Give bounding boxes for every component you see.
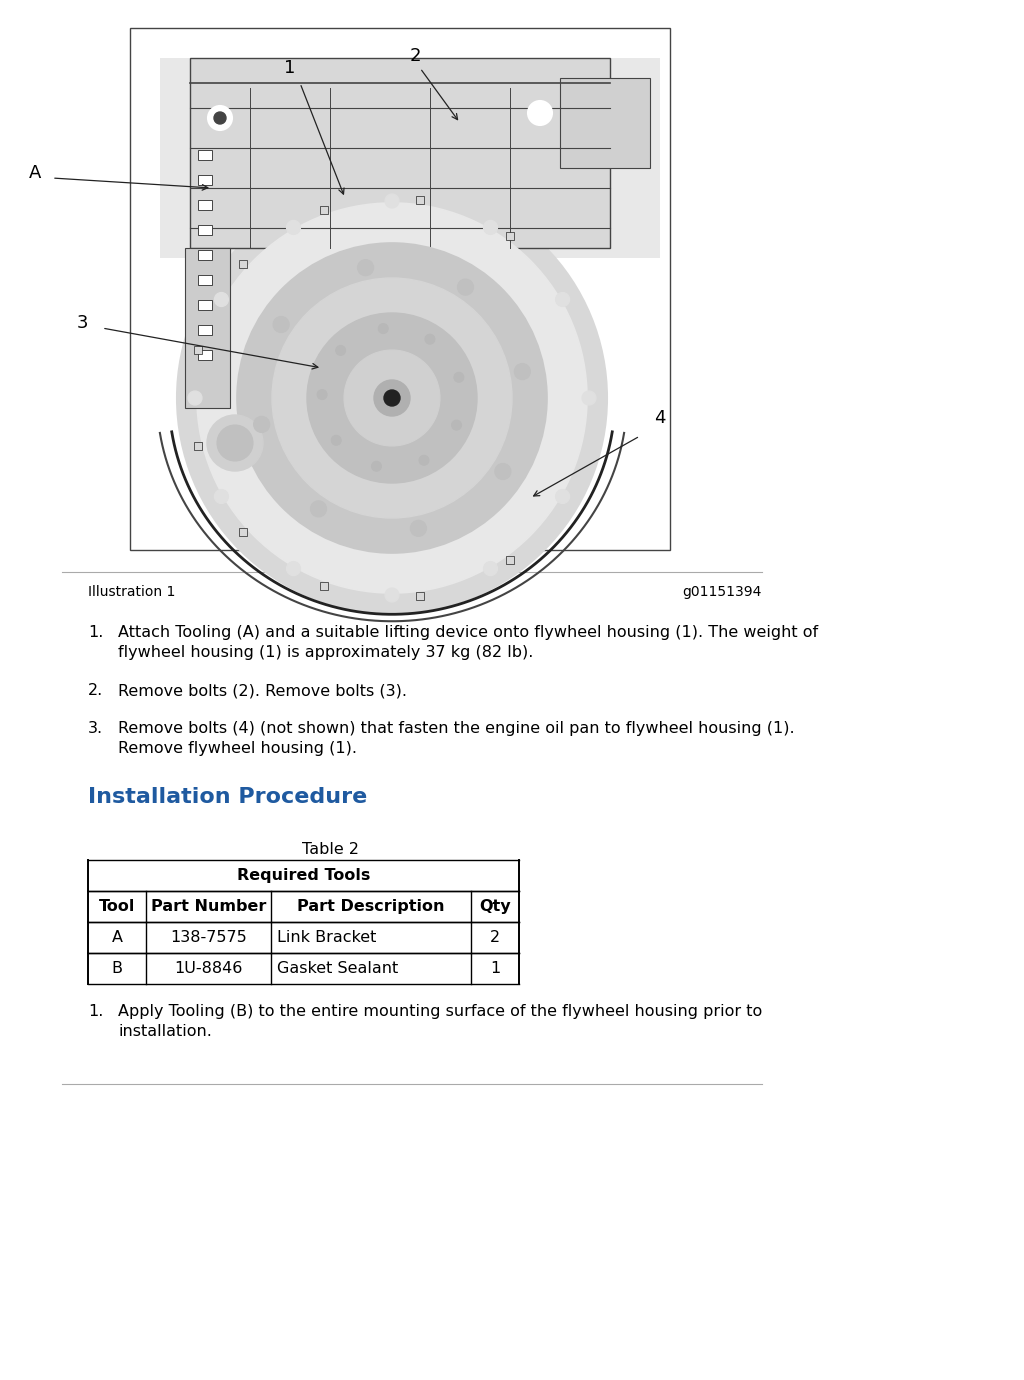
Circle shape — [378, 323, 388, 334]
Text: Apply Tooling (B) to the entire mounting surface of the flywheel housing prior t: Apply Tooling (B) to the entire mounting… — [118, 1005, 762, 1018]
Bar — [198, 150, 212, 160]
Circle shape — [357, 259, 374, 276]
Text: Remove bolts (2). Remove bolts (3).: Remove bolts (2). Remove bolts (3). — [118, 683, 407, 698]
Text: Part Number: Part Number — [151, 898, 266, 914]
Circle shape — [372, 461, 382, 471]
Bar — [416, 592, 424, 600]
Bar — [319, 582, 328, 589]
Text: 2: 2 — [410, 47, 421, 65]
Circle shape — [582, 391, 596, 404]
Circle shape — [483, 221, 498, 235]
Circle shape — [177, 184, 607, 613]
Circle shape — [208, 106, 232, 130]
Circle shape — [556, 490, 569, 504]
Circle shape — [207, 415, 263, 471]
Bar — [319, 206, 328, 214]
Text: Illustration 1: Illustration 1 — [88, 585, 175, 599]
Circle shape — [254, 417, 269, 432]
Text: Remove bolts (4) (not shown) that fasten the engine oil pan to flywheel housing : Remove bolts (4) (not shown) that fasten… — [118, 720, 795, 736]
Circle shape — [419, 455, 429, 465]
Bar — [506, 556, 514, 564]
Circle shape — [336, 345, 346, 356]
Circle shape — [214, 293, 228, 306]
Bar — [416, 196, 424, 204]
Circle shape — [425, 334, 435, 344]
Bar — [198, 326, 212, 335]
Circle shape — [556, 293, 569, 306]
Text: 1.: 1. — [88, 1005, 103, 1018]
Text: Gasket Sealant: Gasket Sealant — [278, 960, 398, 976]
Text: g01151394: g01151394 — [683, 585, 762, 599]
Circle shape — [454, 373, 464, 382]
Text: 3: 3 — [76, 315, 88, 333]
Text: Installation Procedure: Installation Procedure — [88, 787, 368, 807]
Text: A: A — [29, 164, 41, 182]
Text: Qty: Qty — [479, 898, 511, 914]
Circle shape — [214, 112, 226, 124]
Circle shape — [528, 101, 552, 126]
Text: 2.: 2. — [88, 683, 103, 698]
Bar — [130, 28, 670, 551]
Circle shape — [344, 351, 440, 446]
Text: 4: 4 — [654, 408, 666, 426]
Bar — [185, 248, 230, 408]
Circle shape — [317, 389, 327, 400]
Text: B: B — [112, 960, 123, 976]
Text: 1.: 1. — [88, 625, 103, 640]
Text: 138-7575: 138-7575 — [170, 930, 247, 945]
Bar — [560, 79, 650, 168]
Text: Table 2: Table 2 — [301, 842, 358, 857]
Text: 1U-8846: 1U-8846 — [174, 960, 243, 976]
Circle shape — [452, 420, 462, 431]
Circle shape — [217, 425, 253, 461]
Circle shape — [214, 490, 228, 504]
Circle shape — [307, 313, 477, 483]
Bar — [198, 275, 212, 286]
Circle shape — [197, 203, 587, 593]
Circle shape — [237, 243, 547, 553]
Bar — [198, 225, 212, 235]
Circle shape — [495, 464, 511, 479]
Text: Attach Tooling (A) and a suitable lifting device onto flywheel housing (1). The : Attach Tooling (A) and a suitable liftin… — [118, 625, 818, 640]
Circle shape — [331, 435, 341, 446]
Text: A: A — [112, 930, 123, 945]
Text: 1: 1 — [285, 59, 296, 77]
Bar — [198, 175, 212, 185]
Bar — [198, 299, 212, 310]
Text: Required Tools: Required Tools — [237, 868, 371, 883]
Bar — [198, 200, 212, 210]
Circle shape — [384, 391, 400, 406]
Text: 1: 1 — [489, 960, 500, 976]
Bar — [194, 345, 202, 353]
Circle shape — [385, 195, 399, 208]
Circle shape — [310, 501, 327, 518]
Circle shape — [273, 316, 289, 333]
Bar — [190, 58, 610, 248]
Circle shape — [385, 588, 399, 602]
Bar — [240, 261, 248, 268]
Bar — [506, 232, 514, 240]
Text: installation.: installation. — [118, 1024, 212, 1039]
Text: 2: 2 — [489, 930, 500, 945]
Text: Remove flywheel housing (1).: Remove flywheel housing (1). — [118, 741, 357, 756]
Circle shape — [287, 221, 300, 235]
Bar — [198, 351, 212, 360]
Bar — [198, 250, 212, 259]
Circle shape — [411, 520, 426, 537]
Circle shape — [188, 391, 202, 404]
Circle shape — [514, 363, 530, 380]
Circle shape — [272, 277, 512, 518]
Bar — [194, 443, 202, 450]
Text: Tool: Tool — [98, 898, 135, 914]
Bar — [240, 527, 248, 535]
Circle shape — [287, 562, 300, 575]
Circle shape — [374, 380, 410, 415]
Circle shape — [458, 279, 473, 295]
Bar — [160, 58, 660, 258]
Text: Link Bracket: Link Bracket — [278, 930, 377, 945]
Circle shape — [483, 562, 498, 575]
Text: flywheel housing (1) is approximately 37 kg (82 lb).: flywheel housing (1) is approximately 37… — [118, 644, 534, 660]
Text: 3.: 3. — [88, 720, 103, 736]
Text: Part Description: Part Description — [297, 898, 444, 914]
